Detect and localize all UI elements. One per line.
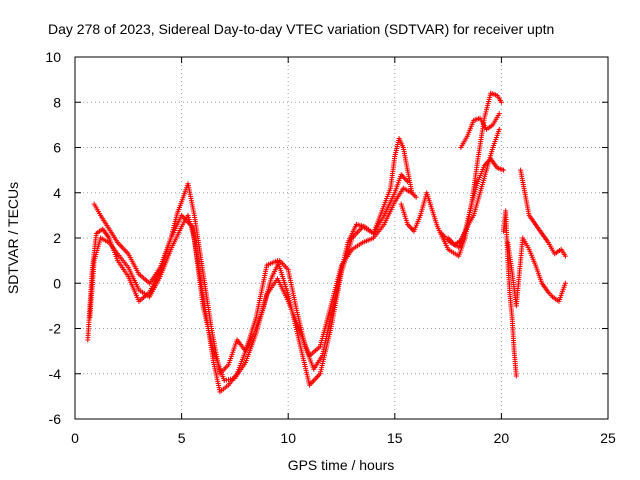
data-point <box>501 167 507 173</box>
plot-frame <box>74 56 609 420</box>
x-axis-title: GPS time / hours <box>288 457 395 473</box>
axis-ticks <box>74 56 609 420</box>
series-track-7 <box>458 111 502 150</box>
data-point <box>562 280 568 286</box>
y-tick-label: 2 <box>53 230 61 246</box>
x-tick-label: 25 <box>600 430 616 446</box>
x-tick-label: 5 <box>178 430 186 446</box>
y-tick-label: 6 <box>53 140 61 156</box>
series-track-9 <box>505 235 568 309</box>
data-point <box>496 126 502 132</box>
y-tick-label: -4 <box>49 366 62 382</box>
series-track-6 <box>445 126 502 248</box>
y-tick-label: -6 <box>49 411 62 427</box>
x-tick-label: 0 <box>71 430 79 446</box>
data-marks <box>85 90 568 395</box>
x-tick-label: 15 <box>387 430 403 446</box>
y-tick-label: 10 <box>45 49 61 65</box>
data-point <box>413 194 419 200</box>
series-track-5 <box>439 156 507 250</box>
data-point <box>513 373 519 379</box>
data-point <box>496 111 502 117</box>
y-tick-label: -2 <box>49 321 62 337</box>
series-track-3 <box>91 135 419 377</box>
tick-labels: 0 5 10 15 20 25 -6 -4 -2 0 2 4 6 8 10 <box>45 49 616 446</box>
series-track-10 <box>518 167 568 259</box>
data-point <box>498 99 504 105</box>
y-axis-title: SDTVAR / TECUs <box>5 182 21 294</box>
x-tick-label: 20 <box>494 430 510 446</box>
chart-title: Day 278 of 2023, Sidereal Day-to-day VTE… <box>48 21 554 37</box>
y-tick-label: 8 <box>53 94 61 110</box>
series-track-8 <box>501 208 519 379</box>
x-tick-label: 10 <box>280 430 296 446</box>
series-track-2 <box>87 185 415 384</box>
y-tick-label: 0 <box>53 275 61 291</box>
y-tick-label: 4 <box>53 185 61 201</box>
data-point <box>562 253 568 259</box>
grid <box>75 57 608 419</box>
series-track-4 <box>398 90 504 259</box>
